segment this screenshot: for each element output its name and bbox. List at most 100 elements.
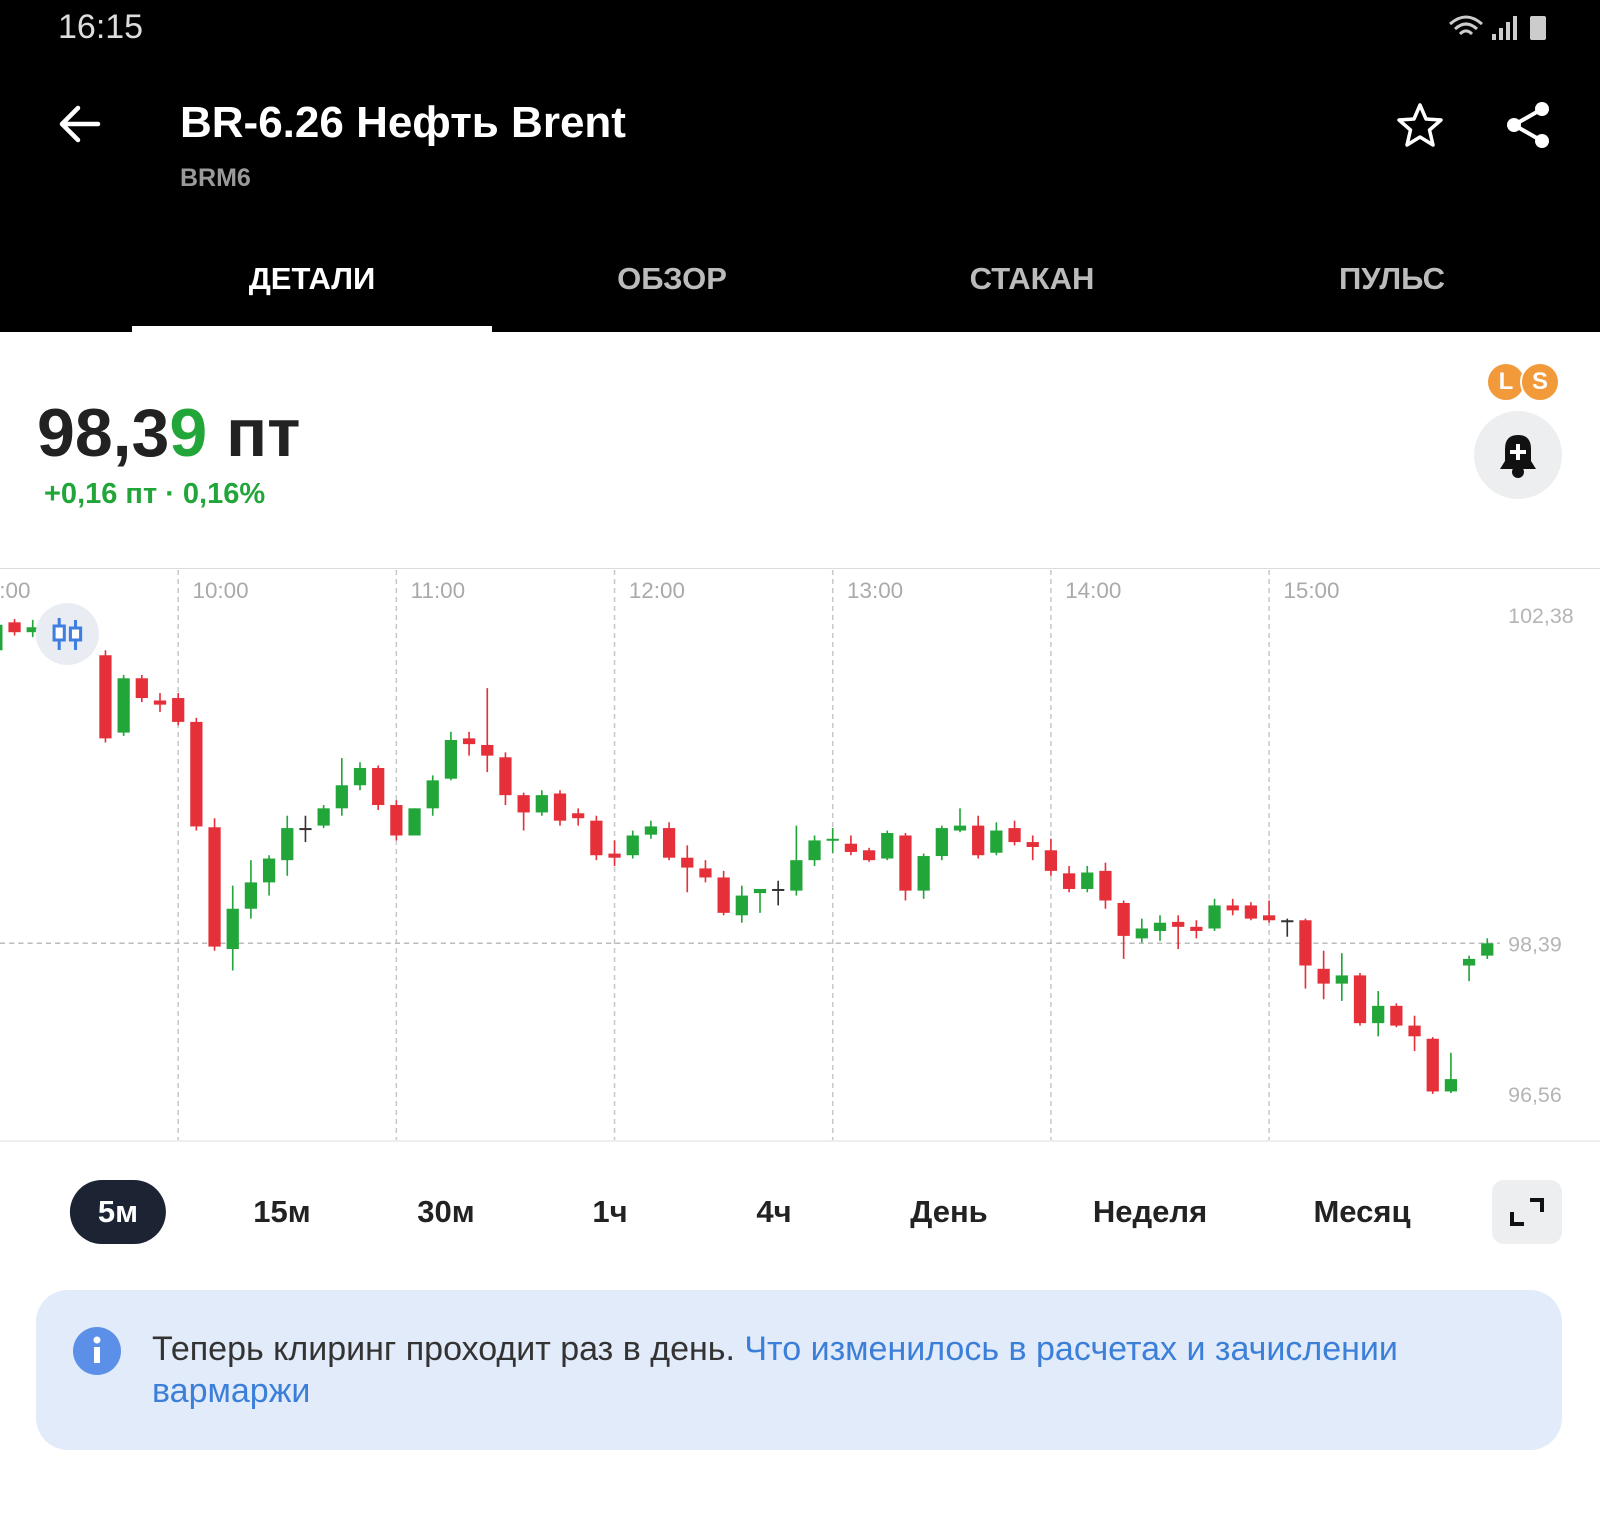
status-icons <box>1449 15 1546 40</box>
candle-body <box>826 838 839 841</box>
candle-body <box>553 793 567 821</box>
candle-body <box>899 835 912 891</box>
x-tick-label: 11:00 <box>411 578 465 603</box>
candle-body <box>408 808 421 836</box>
x-tick-label: 12:00 <box>629 578 685 603</box>
candle-body <box>1026 842 1039 848</box>
badge: S <box>1520 362 1560 402</box>
candle-body <box>1172 921 1185 927</box>
back-button[interactable] <box>58 102 104 146</box>
candle-body <box>1481 943 1494 956</box>
indicator-button[interactable] <box>35 603 99 665</box>
candle-body <box>335 785 348 809</box>
timeframe-option[interactable]: 4ч <box>756 1194 792 1229</box>
candle-body <box>862 850 876 861</box>
timeframe-option[interactable]: 15м <box>253 1194 311 1229</box>
candle-body <box>499 757 512 796</box>
candle-body <box>1390 1005 1403 1026</box>
tab[interactable]: СТАКАН <box>969 261 1095 296</box>
candle-body <box>1335 975 1348 984</box>
last-price-label: 98,39 <box>1508 933 1562 956</box>
tab[interactable]: ОБЗОР <box>617 261 727 296</box>
candle-body <box>208 827 221 947</box>
candle-body <box>1226 905 1239 911</box>
candle-body <box>1353 975 1367 1024</box>
price-value: 98,39 <box>37 395 208 471</box>
candle-body <box>626 835 639 856</box>
timeframe-option[interactable]: Месяц <box>1313 1194 1411 1229</box>
timeframe-option[interactable]: 1ч <box>592 1194 628 1229</box>
price-last-digit: 9 <box>169 395 208 471</box>
candle-body <box>535 795 548 813</box>
candle-body <box>262 858 276 883</box>
tab[interactable]: ДЕТАЛИ <box>132 250 492 332</box>
candle-body <box>426 780 439 809</box>
candle-body <box>917 856 930 891</box>
candle-body <box>372 767 385 806</box>
candle-body <box>717 877 730 913</box>
status-time: 16:15 <box>58 8 144 46</box>
button-bg <box>35 603 99 665</box>
notice-message: Теперь клиринг проходит раз в день. <box>152 1330 735 1368</box>
indicator-icon <box>52 618 83 650</box>
candle-body <box>462 738 476 745</box>
candle-body <box>1299 920 1312 966</box>
tab-bar: ДЕТАЛИ ОБЗОР СТАКАН ПУЛЬС <box>0 250 1600 332</box>
candle-body <box>481 744 494 756</box>
candle-body <box>681 857 694 868</box>
candle-body <box>244 882 258 909</box>
timeframe-option[interactable]: 5м <box>69 1180 167 1244</box>
candle-body <box>444 740 458 779</box>
y-tick-label: 96,56 <box>1508 1084 1562 1107</box>
candle-body <box>608 853 621 858</box>
info-icon <box>73 1327 121 1375</box>
candle-body <box>1081 872 1094 889</box>
app-bar: 16:15 BR-6.26 Нефть Brent BRM6 ДЕТАЛИ ОБЗ… <box>0 0 1600 332</box>
x-tick-label: 09:00 <box>0 578 30 603</box>
candle-body <box>353 767 367 786</box>
candle-body <box>572 813 585 819</box>
candle-body <box>517 795 530 813</box>
candle-body <box>1426 1038 1439 1092</box>
timeframe-option[interactable]: 30м <box>417 1194 475 1229</box>
candle-body <box>190 721 203 827</box>
candle-body <box>317 808 330 826</box>
favorite-button[interactable] <box>1396 102 1444 148</box>
x-tick-label: 10:00 <box>192 578 248 603</box>
timeframe-bar: 5м 15м 30м 1ч 4ч День Неделя Месяц <box>40 1180 1530 1244</box>
candle-body <box>644 826 658 835</box>
candle-body <box>1062 873 1076 889</box>
candle-body <box>135 678 148 699</box>
price-change: +0,16 пт · 0,16% <box>44 478 266 510</box>
candle-body <box>1281 920 1294 923</box>
candle-body <box>1408 1025 1421 1037</box>
candle-body <box>117 678 130 733</box>
share-button[interactable] <box>1504 100 1552 150</box>
candle-body <box>99 655 112 739</box>
timeframe-option[interactable]: Неделя <box>1092 1194 1208 1229</box>
price: 98,39 пт <box>37 394 300 472</box>
notice-link[interactable]: Что изменилось в расчетах и зачислении в… <box>152 1330 1398 1410</box>
candle-body <box>226 908 239 950</box>
fullscreen-button[interactable] <box>1492 1180 1562 1244</box>
candle-body <box>1008 828 1021 843</box>
candle-body <box>26 627 39 633</box>
candlestick-chart: 09:00 10:00 11:00 12:00 13:00 14:00 15:00 102,3… <box>0 568 1600 1142</box>
alert-button[interactable] <box>1474 411 1562 499</box>
candle-body <box>1099 870 1112 901</box>
candle-body <box>1190 926 1203 931</box>
candle-body <box>281 828 294 861</box>
candle-body <box>1244 905 1258 919</box>
candle-body <box>172 698 185 722</box>
timeframe-option[interactable]: День <box>910 1194 988 1229</box>
candle-body <box>1208 905 1221 929</box>
notice-banner <box>36 1290 1562 1450</box>
tab[interactable]: ПУЛЬС <box>1338 261 1446 296</box>
candle-body <box>972 825 985 856</box>
candle-body <box>881 833 894 859</box>
candle-body <box>699 868 712 878</box>
candle-body <box>0 624 3 651</box>
candle-body <box>1262 915 1276 921</box>
